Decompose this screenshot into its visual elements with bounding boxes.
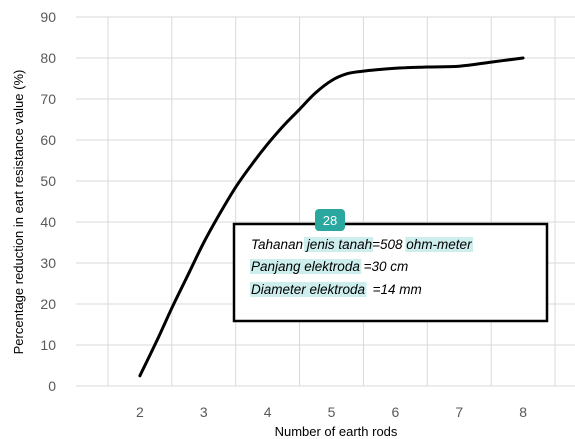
text-highlight (303, 237, 374, 252)
annotation-line: Panjang elektroda =30 cm (251, 259, 408, 274)
annotation-box: Tahanan jenis tanah=508 ohm-meter Panjang… (232, 209, 549, 323)
x-axis-ticks: 2 3 4 5 6 7 8 (136, 404, 527, 420)
y-tick-label: 60 (40, 132, 56, 148)
x-tick-label: 2 (136, 404, 144, 420)
annotation-text: Tahanan jenis tanah=508 ohm-meter Panjang… (250, 237, 474, 297)
x-tick-label: 8 (519, 404, 527, 420)
highlighted-term: ohm-meter (406, 237, 472, 252)
page-badge: 28 (315, 209, 345, 231)
text-highlight (250, 259, 362, 274)
y-tick-label: 10 (40, 337, 56, 353)
y-tick-label: 30 (40, 255, 56, 271)
annotation-line: Tahanan jenis tanah=508 ohm-meter (251, 237, 472, 252)
gridlines (76, 16, 575, 387)
x-tick-label: 7 (455, 404, 463, 420)
y-tick-label: 50 (40, 173, 56, 189)
y-axis-title: Percentage reduction in eart resistance … (11, 70, 26, 355)
highlighted-term: Diameter elektroda (251, 282, 366, 297)
highlighted-term: Panjang elektroda (251, 259, 360, 274)
x-tick-label: 6 (391, 404, 399, 420)
badge-background (315, 209, 345, 231)
series-line (138, 56, 525, 378)
annotation-run: =508 (372, 237, 406, 252)
x-tick-label: 5 (328, 404, 336, 420)
y-tick-label: 90 (40, 9, 56, 25)
y-tick-label: 70 (40, 91, 56, 107)
badge-label: 28 (323, 213, 337, 228)
y-tick-label: 40 (40, 214, 56, 230)
y-tick-label: 0 (48, 378, 56, 394)
annotation-run: =30 cm (360, 259, 408, 274)
text-highlight (250, 282, 367, 297)
highlighted-term: jenis tanah (305, 237, 372, 252)
y-tick-label: 20 (40, 296, 56, 312)
x-tick-label: 4 (264, 404, 272, 420)
annotation-line: Diameter elektroda =14 mm (251, 282, 422, 297)
annotation-run: Tahanan (251, 237, 307, 252)
y-tick-label: 80 (40, 50, 56, 66)
x-tick-label: 3 (200, 404, 208, 420)
x-axis-title: Number of earth rods (275, 424, 398, 439)
y-axis-ticks: 0 10 20 30 40 50 60 70 80 90 (40, 9, 56, 394)
text-highlight (405, 237, 474, 252)
annotation-run: =14 mm (365, 282, 422, 297)
